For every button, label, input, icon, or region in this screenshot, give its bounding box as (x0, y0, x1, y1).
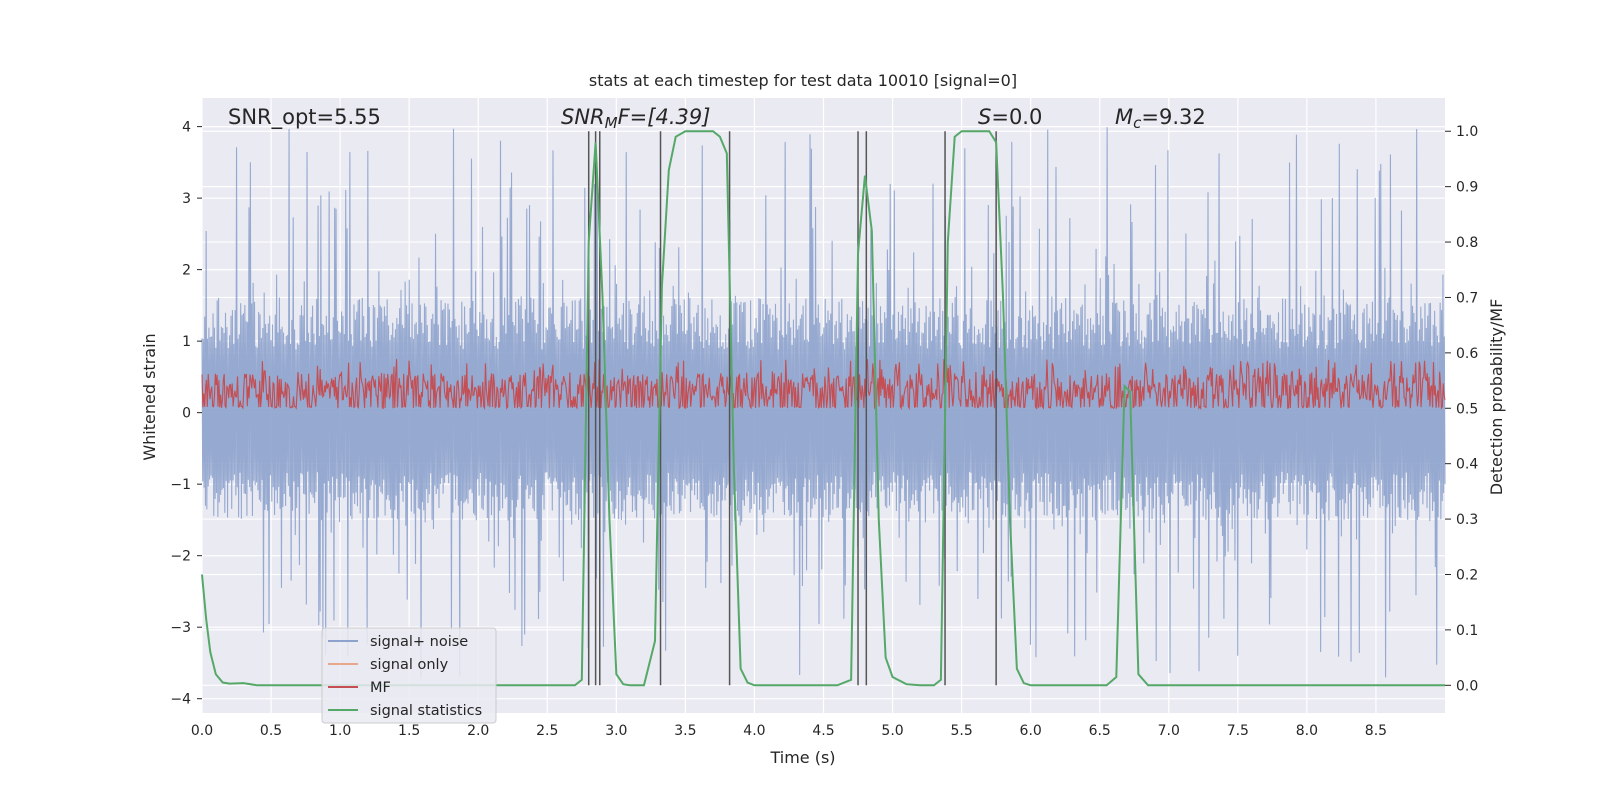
y2-tick-label: 0.1 (1456, 623, 1478, 639)
x-tick-label: 3.0 (605, 723, 627, 739)
y-tick-label: 1 (182, 334, 191, 350)
x-tick-label: 4.0 (743, 723, 765, 739)
y2-tick-label: 0.6 (1456, 346, 1478, 362)
legend-label-signal-noise: signal+ noise (370, 634, 468, 650)
y2-tick-label: 0.5 (1456, 401, 1478, 417)
x-tick-label: 0.5 (260, 723, 282, 739)
legend-box (321, 627, 497, 724)
x-tick-label: 6.0 (1020, 723, 1042, 739)
y-tick-label: 4 (182, 120, 191, 136)
y2-tick-label: 1.0 (1456, 124, 1478, 140)
annotation-snr-mf-value: F=[4.39] (618, 105, 711, 129)
legend-label-signal-only: signal only (370, 657, 449, 673)
annotation-mc: Mc=9.32 (1115, 105, 1206, 132)
series-mf (201, 359, 1446, 411)
annotation-mc-subscript: c (1133, 114, 1142, 132)
y2-tick-label: 0.7 (1456, 290, 1478, 306)
y-tick-label: −2 (170, 549, 191, 565)
annotation-mc-symbol: M (1115, 105, 1133, 129)
legend-label-mf: MF (370, 680, 391, 696)
y-axis-ticks: 4 3 2 1 0 −1 −2 −3 −4 (170, 120, 202, 708)
y2-tick-label: 0.0 (1456, 678, 1478, 694)
y2-tick-label: 0.4 (1456, 457, 1478, 473)
x-tick-label: 2.0 (467, 723, 489, 739)
y-tick-label: 0 (182, 406, 191, 422)
y2-axis-title: Detection probability/MF (1487, 299, 1506, 496)
x-tick-label: 8.0 (1296, 723, 1318, 739)
x-tick-label: 1.5 (398, 723, 420, 739)
x-tick-label: 5.5 (950, 723, 972, 739)
series-line-mf (201, 359, 1446, 411)
y-tick-label: −4 (170, 692, 191, 708)
y-tick-label: 2 (182, 263, 191, 279)
y-tick-label: 3 (182, 191, 191, 207)
series-signal-noise (201, 127, 1446, 679)
y2-tick-label: 0.9 (1456, 180, 1478, 196)
chart-title: stats at each timestep for test data 100… (589, 71, 1017, 90)
y2-tick-label: 0.2 (1456, 567, 1478, 583)
annotation-s-value: =0.0 (991, 105, 1042, 129)
x-tick-label: 8.5 (1365, 723, 1387, 739)
x-tick-label: 6.5 (1089, 723, 1111, 739)
annotation-s: S=0.0 (978, 105, 1042, 129)
y2-axis-ticks: 1.0 0.9 0.8 0.7 0.6 0.5 0.4 0.3 0.2 0.1 0.0 (1445, 124, 1478, 694)
y2-tick-label: 0.3 (1456, 512, 1478, 528)
x-tick-label: 1.0 (329, 723, 351, 739)
x-tick-label: 2.5 (536, 723, 558, 739)
legend-label-signal-statistics: signal statistics (370, 703, 482, 719)
x-axis-ticks: 0.0 0.5 1.0 1.5 2.0 2.5 3.0 3.5 4.0 4.5 5.0 5.5 6.0 6… (191, 723, 1387, 739)
x-tick-label: 0.0 (191, 723, 213, 739)
y2-tick-label: 0.8 (1456, 235, 1478, 251)
y-tick-label: −1 (170, 477, 191, 493)
x-tick-label: 3.5 (674, 723, 696, 739)
annotation-snr-mf-subscript: M (605, 114, 618, 132)
annotation-snr-mf-symbol: SNR (561, 105, 605, 129)
annotation-mc-value: =9.32 (1141, 105, 1205, 129)
legend: signal+ noise signal only MF signal stat… (321, 627, 497, 724)
annotation-s-symbol: S (978, 105, 991, 129)
x-tick-label: 7.0 (1158, 723, 1180, 739)
x-tick-label: 4.5 (812, 723, 834, 739)
x-tick-label: 5.0 (881, 723, 903, 739)
y-axis-title: Whitened strain (140, 333, 159, 460)
annotation-snr-opt: SNR_opt=5.55 (228, 105, 381, 130)
y-tick-label: −3 (170, 620, 191, 636)
x-tick-label: 7.5 (1227, 723, 1249, 739)
annotation-snr-mf: SNRMF=[4.39] (561, 105, 710, 132)
x-axis-title: Time (s) (769, 748, 835, 767)
series-line-signal-noise (201, 127, 1446, 679)
